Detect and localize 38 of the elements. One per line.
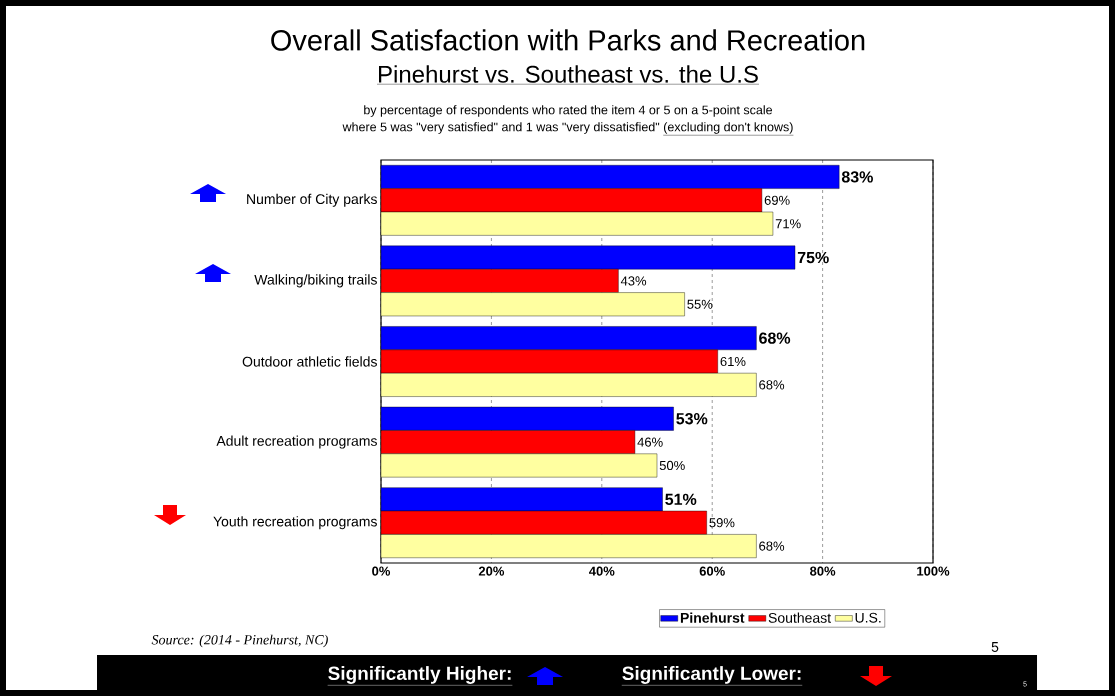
text: (excluding don't knows): [663, 122, 793, 134]
legend-label: U.S.: [855, 612, 881, 623]
data-label: 50%: [659, 460, 685, 471]
source-note: Source: (2014 - Pinehurst, NC): [151, 634, 328, 648]
x-tick-label: 40%: [589, 566, 615, 576]
y-tick-label: Walking/biking trails: [254, 274, 377, 288]
x-tick-label: 100%: [917, 566, 950, 576]
data-label: 68%: [759, 541, 785, 551]
data-label: 71%: [775, 219, 801, 229]
data-label: 43%: [620, 276, 647, 286]
y-tick-label: Youth recreation programs: [213, 516, 377, 530]
x-tick-label: 60%: [699, 566, 725, 576]
data-label: 75%: [797, 251, 829, 264]
data-label: 59%: [709, 518, 735, 528]
data-label: 69%: [764, 195, 790, 205]
y-tick-label: Outdoor athletic fields: [242, 356, 377, 367]
data-label: 53%: [676, 413, 708, 425]
data-label: 68%: [759, 332, 791, 344]
data-label: 46%: [637, 437, 663, 447]
x-tick-label: 0%: [372, 566, 391, 576]
text: Significantly Lower:: [622, 666, 801, 684]
text: Significantly Higher:: [328, 666, 511, 684]
data-label: 51%: [665, 493, 697, 505]
x-tick-label: 20%: [478, 566, 505, 576]
legend-label: Southeast: [768, 612, 831, 623]
data-label: 55%: [687, 299, 713, 309]
y-tick-label: Adult recreation programs: [216, 435, 377, 449]
data-label: 68%: [759, 380, 785, 390]
legend-label: Pinehurst: [680, 612, 745, 623]
chart-title: Overall Satisfaction with Parks and Recreation: [271, 29, 865, 51]
text: 5: [991, 642, 999, 652]
y-tick-label: Number of City parks: [247, 193, 377, 207]
text: by percentage of respondents who rated the item 4 or 5 on a 5-point scale: [364, 105, 773, 117]
data-label: 61%: [720, 356, 746, 367]
x-tick-label: 80%: [810, 566, 836, 576]
chart-subtitle: Pinehurst vs. Southeast vs. the U.S: [379, 65, 758, 83]
text: where 5 was "very satisfied" and 1 was "very dissatisfied": [342, 122, 660, 134]
data-label: 83%: [841, 171, 873, 183]
